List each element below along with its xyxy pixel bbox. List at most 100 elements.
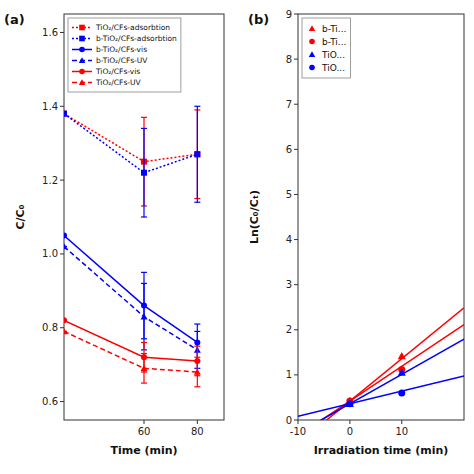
y-tick-label: 1.2 — [42, 175, 58, 186]
x-tick — [298, 420, 299, 424]
panel: 60800.60.81.01.21.41.6Time (min)C/C₀(a)T… — [4, 12, 224, 457]
y-tick-label: 1 — [286, 369, 292, 380]
y-tick — [294, 374, 298, 375]
legend-swatch — [309, 25, 315, 31]
legend-label: TiO₂/CFs-UV — [95, 78, 142, 87]
y-tick — [294, 420, 298, 421]
x-axis-label: Irradiation time (min) — [314, 444, 449, 457]
series — [298, 308, 464, 420]
x-tick — [349, 420, 350, 424]
data-point — [64, 317, 67, 323]
error-cap — [141, 353, 147, 354]
fit-line — [298, 308, 464, 420]
error-cap — [194, 331, 200, 332]
y-tick-label: 5 — [286, 189, 292, 200]
y-tick-label: 1.0 — [42, 248, 58, 259]
y-tick-label: 8 — [286, 54, 292, 65]
error-cap — [141, 272, 147, 273]
plot-area — [298, 308, 464, 420]
legend-label: TiO... — [321, 50, 345, 60]
series — [64, 328, 201, 387]
y-tick — [60, 106, 64, 107]
y-tick — [294, 14, 298, 15]
background — [0, 0, 474, 474]
series — [64, 232, 200, 360]
error-cap — [194, 386, 200, 387]
x-tick-label: -10 — [290, 426, 306, 437]
data-point — [398, 389, 405, 396]
data-point — [141, 365, 148, 371]
data-point — [346, 400, 354, 407]
legend-swatch — [79, 25, 85, 31]
legend-frame — [68, 18, 181, 92]
y-axis-label: Ln(C₀/Cₜ) — [248, 190, 261, 244]
plot-frame — [64, 14, 224, 420]
series — [64, 110, 200, 206]
panel: -100100123456789Irradiation time (min)Ln… — [248, 9, 464, 458]
y-tick — [294, 104, 298, 105]
error-bar — [141, 283, 147, 349]
y-tick-label: 0.6 — [42, 396, 58, 407]
series — [64, 243, 201, 368]
y-axis-label: C/C₀ — [14, 204, 27, 229]
y-tick-label: 0 — [286, 415, 292, 426]
y-tick-label: 1.4 — [42, 101, 58, 112]
series — [64, 317, 200, 375]
data-point — [141, 313, 148, 319]
error-cap — [141, 382, 147, 383]
series — [64, 106, 200, 217]
x-tick — [401, 420, 402, 424]
legend: TiO₂/CFs-adsorbtion b-TiO₂/CFs-adsorbtion… — [68, 18, 181, 92]
data-point — [346, 400, 353, 407]
x-tick — [144, 420, 145, 424]
legend: b-Ti...b-Ti...TiO...TiO... — [302, 18, 350, 78]
x-tick-label: 80 — [191, 426, 204, 437]
error-cap — [194, 346, 200, 347]
x-tick — [197, 420, 198, 424]
error-cap — [194, 106, 200, 107]
legend-label: b-TiO₂/CFs-vis — [96, 45, 147, 54]
legend-label: b-TiO₂/CFs-UV — [96, 56, 148, 65]
legend-swatch — [79, 47, 85, 53]
data-point — [64, 328, 67, 334]
data-point — [141, 170, 147, 176]
y-tick-label: 1.6 — [42, 27, 58, 38]
y-tick-label: 4 — [286, 234, 292, 245]
data-point — [398, 369, 406, 376]
plot-area — [64, 106, 201, 387]
chart: 60800.60.81.01.21.41.6Time (min)C/C₀(a)T… — [0, 0, 474, 474]
y-tick — [60, 401, 64, 402]
error-bar — [141, 128, 147, 217]
legend-frame — [302, 18, 350, 78]
y-tick — [294, 329, 298, 330]
legend-swatch — [79, 79, 85, 85]
legend-label: TiO₂/CFs-adsorbtion — [95, 23, 170, 32]
series — [298, 376, 464, 416]
data-point — [64, 111, 67, 117]
legend-swatch — [309, 65, 315, 71]
fit-line — [298, 325, 464, 420]
data-point — [194, 151, 200, 157]
y-tick — [294, 239, 298, 240]
error-cap — [194, 323, 200, 324]
data-point — [64, 111, 67, 117]
legend-label: TiO... — [321, 63, 345, 73]
error-cap — [194, 357, 200, 358]
legend-label: b-TiO₂/CFs-adsorbtion — [96, 34, 177, 43]
error-cap — [141, 283, 147, 284]
series — [298, 339, 464, 420]
data-point — [64, 232, 67, 238]
panel-label: (b) — [248, 12, 269, 27]
x-tick-label: 60 — [138, 426, 151, 437]
error-bar — [194, 357, 200, 387]
y-tick — [60, 253, 64, 254]
y-tick — [294, 284, 298, 285]
y-tick — [294, 149, 298, 150]
series-line — [64, 114, 197, 162]
y-tick — [60, 32, 64, 33]
series-line — [64, 320, 197, 361]
plot-frame — [298, 14, 464, 420]
x-tick-label: 10 — [395, 426, 408, 437]
error-cap — [194, 202, 200, 203]
legend-swatch — [309, 51, 315, 57]
